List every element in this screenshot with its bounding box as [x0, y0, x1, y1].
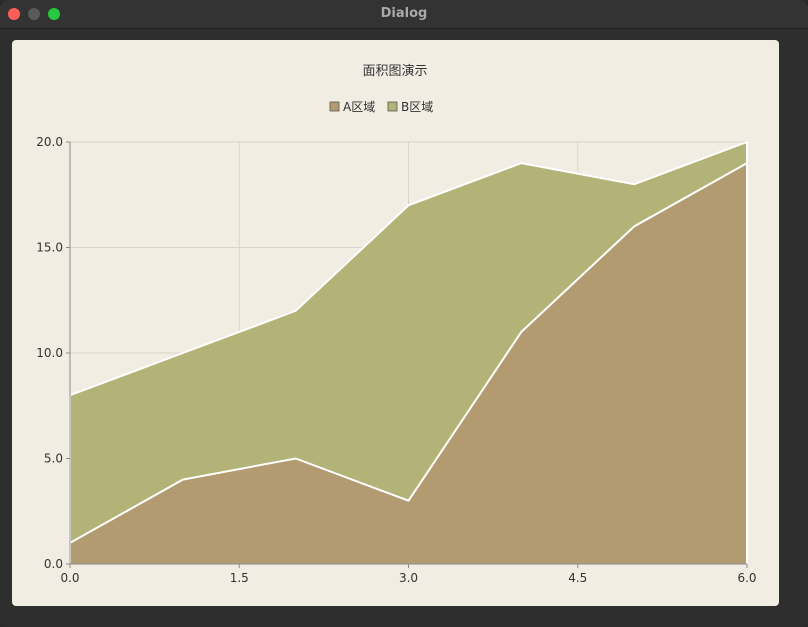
legend-swatch-b [387, 101, 398, 112]
legend-label-a: A区域 [343, 100, 375, 114]
close-window-button[interactable] [8, 8, 20, 20]
chart-panel: 0.0 1.5 3.0 4.5 6.0 0.0 5.0 10.0 15.0 20.0 面积图演示 … [12, 40, 779, 606]
legend-swatch-a [329, 101, 340, 112]
x-tick-label: 4.5 [568, 571, 587, 585]
x-tick-label: 1.5 [230, 571, 249, 585]
window-title: Dialog [380, 6, 428, 21]
y-tick-label: 0.0 [44, 557, 63, 571]
title-bar: Dialog [0, 0, 808, 29]
y-tick-label: 20.0 [36, 135, 63, 149]
y-tick-label: 15.0 [36, 241, 63, 255]
area-b [70, 142, 747, 543]
legend: A区域 B区域 [329, 100, 433, 114]
maximize-window-button[interactable] [48, 8, 60, 20]
area-chart: 0.0 1.5 3.0 4.5 6.00.05.010.015.020.0 面积图演示 … [36, 63, 756, 585]
line-a [69, 162, 748, 544]
legend-label-b: B区域 [401, 100, 433, 114]
area-a [70, 163, 747, 564]
line-b [69, 141, 748, 397]
x-tick-label: 3.0 [399, 571, 418, 585]
y-tick-label: 5.0 [44, 452, 63, 466]
x-tick-label: 6.0 [737, 571, 756, 585]
y-tick-label: 10.0 [36, 346, 63, 360]
minimize-window-button[interactable] [28, 8, 40, 20]
area-series [69, 141, 748, 564]
axes: 0.0 1.5 3.0 4.5 6.0 0.0 5.0 10.0 15.0 20.0 [36, 135, 756, 585]
x-tick-label: 0.0 [60, 571, 79, 585]
chart-title: 面积图演示 [362, 63, 427, 79]
